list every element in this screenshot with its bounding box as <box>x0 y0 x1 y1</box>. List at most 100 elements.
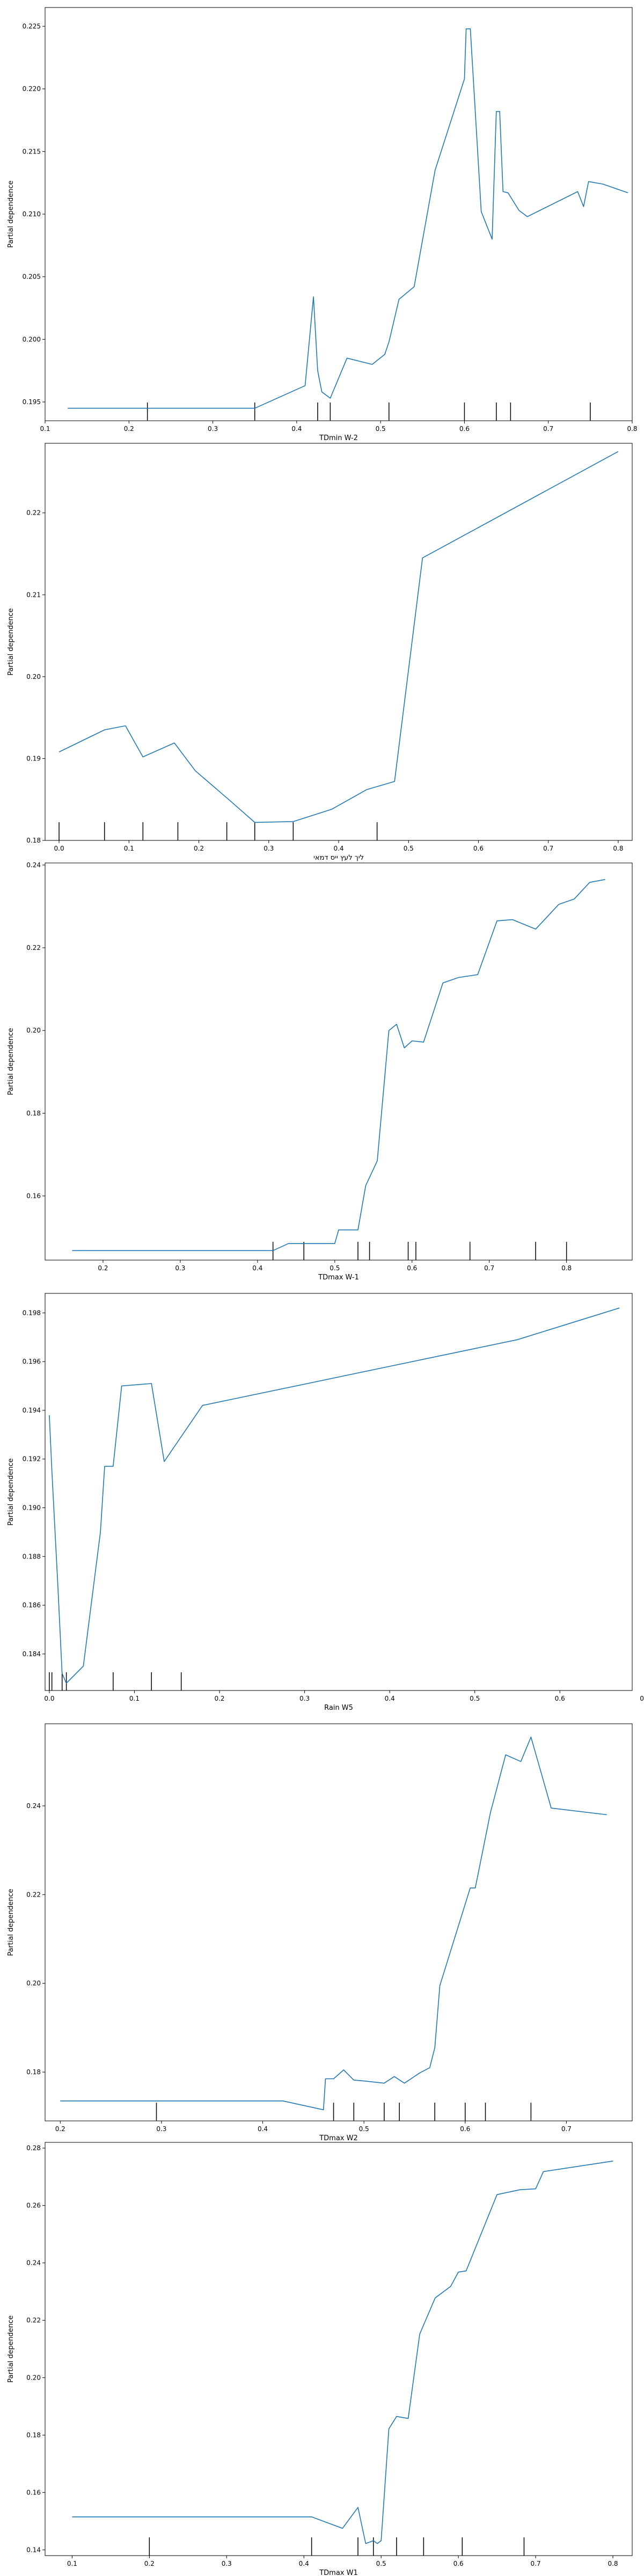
x-tick-label: 0.7 <box>561 2125 572 2133</box>
data-point <box>543 2171 544 2172</box>
data-point <box>535 928 536 930</box>
data-point <box>419 2073 420 2074</box>
data-point <box>502 191 503 192</box>
x-tick-label: 0.8 <box>613 845 623 852</box>
data-point <box>458 2272 459 2273</box>
partial-dependence-line <box>72 2161 613 2544</box>
data-point <box>288 1243 289 1244</box>
data-point <box>342 2528 343 2529</box>
x-axis-label: TDmin W-2 <box>319 434 358 442</box>
y-tick-label: 0.225 <box>23 23 41 30</box>
chart-panel-6: 0.1 0.2 0.3 0.4 0.5 0.6 0.7 0.8 0.14 0.16 0.18 0.20… <box>7 2142 633 2576</box>
data-point <box>67 408 68 409</box>
y-tick-label: 0.22 <box>26 1891 41 1898</box>
y-tick-label: 0.194 <box>23 1407 41 1414</box>
data-point <box>104 1466 105 1467</box>
y-tick-label: 0.14 <box>26 2546 41 2553</box>
plot-frame <box>45 7 633 421</box>
chart-panel-1: 0.1 0.2 0.3 0.4 0.5 0.6 0.7 0.8 0.195 0.200 0.205 0… <box>7 7 638 442</box>
x-tick-label: 0.3 <box>208 425 218 433</box>
data-point <box>466 28 467 30</box>
data-point <box>357 2507 358 2508</box>
x-axis-label: TDmax W1 <box>319 2569 358 2576</box>
x-tick-label: 0.4 <box>385 1695 395 1702</box>
data-point <box>384 2083 385 2084</box>
data-point <box>602 184 603 185</box>
x-tick-label: 0.1 <box>40 425 50 433</box>
x-tick-label: 0.5 <box>330 1264 340 1272</box>
data-point <box>100 1532 101 1533</box>
plot-frame <box>45 443 633 841</box>
data-point <box>377 1160 378 1161</box>
x-tick-label: 0.7 <box>640 1695 644 1702</box>
data-point <box>164 1461 165 1462</box>
data-point <box>304 385 305 386</box>
y-tick-label: 0.24 <box>26 1802 41 1810</box>
data-point <box>466 2271 467 2272</box>
data-point <box>325 2078 326 2079</box>
y-tick-label: 0.215 <box>23 148 41 155</box>
data-point <box>62 1673 63 1674</box>
data-point <box>331 809 332 810</box>
data-point <box>412 1040 413 1041</box>
data-point <box>142 756 143 757</box>
data-point <box>343 2069 344 2070</box>
x-tick-label: 0.5 <box>376 425 386 433</box>
x-tick-label: 0.1 <box>124 845 134 852</box>
x-tick-label: 0.8 <box>561 1264 572 1272</box>
data-point <box>512 919 513 920</box>
data-point <box>530 1737 531 1738</box>
data-point <box>404 1048 405 1049</box>
data-point <box>475 1887 476 1889</box>
data-point <box>363 2081 364 2082</box>
x-tick-label: 0.5 <box>376 2560 386 2567</box>
y-tick-label: 0.24 <box>26 2259 41 2267</box>
y-tick-label: 0.192 <box>23 1455 41 1463</box>
y-tick-label: 0.22 <box>26 509 41 517</box>
y-tick-label: 0.24 <box>26 861 41 869</box>
x-axis-label: ליך לעץ ייס דמאי <box>313 854 364 862</box>
x-tick-label: 0.0 <box>44 1695 54 1702</box>
data-point <box>104 729 105 730</box>
data-point <box>273 1250 274 1251</box>
y-tick-label: 0.220 <box>23 85 41 93</box>
x-tick-label: 0.1 <box>67 2560 77 2567</box>
data-point <box>429 2067 430 2068</box>
data-point <box>612 2161 613 2162</box>
data-point <box>535 2189 536 2190</box>
data-point <box>147 408 148 409</box>
data-point <box>477 974 478 975</box>
data-point <box>226 797 228 799</box>
x-tick-label: 0.5 <box>359 2125 369 2133</box>
data-point <box>496 111 497 112</box>
y-tick-label: 0.22 <box>26 944 41 952</box>
data-point <box>202 1405 203 1406</box>
x-tick-label: 0.2 <box>144 2560 155 2567</box>
data-point <box>338 1230 339 1231</box>
x-tick-label: 0.1 <box>129 1695 140 1702</box>
x-axis-label: Rain W5 <box>324 1704 353 1712</box>
data-point <box>365 1185 366 1186</box>
y-tick-label: 0.18 <box>26 837 41 844</box>
data-point <box>254 822 255 823</box>
y-tick-label: 0.20 <box>26 1027 41 1034</box>
plot-frame <box>45 1723 633 2121</box>
data-point <box>455 1936 456 1937</box>
x-tick-label: 0.0 <box>54 845 64 852</box>
y-tick-label: 0.190 <box>23 1504 41 1512</box>
x-tick-label: 0.8 <box>627 425 637 433</box>
data-point <box>113 1466 114 1467</box>
x-tick-label: 0.2 <box>214 1695 224 1702</box>
data-point <box>588 181 589 182</box>
data-point <box>577 191 578 192</box>
chart-panel-2: 0.0 0.1 0.2 0.3 0.4 0.5 0.6 0.7 0.8 0.18 0.19 0.20 0… <box>7 443 633 862</box>
y-axis-label: Partial dependence <box>7 1889 15 1956</box>
data-point <box>323 2109 324 2110</box>
data-point <box>313 296 314 297</box>
data-point <box>481 211 482 212</box>
data-point <box>496 920 497 921</box>
data-point <box>583 206 584 207</box>
data-point <box>518 210 519 211</box>
data-point <box>505 1754 506 1755</box>
data-point <box>389 1030 390 1031</box>
